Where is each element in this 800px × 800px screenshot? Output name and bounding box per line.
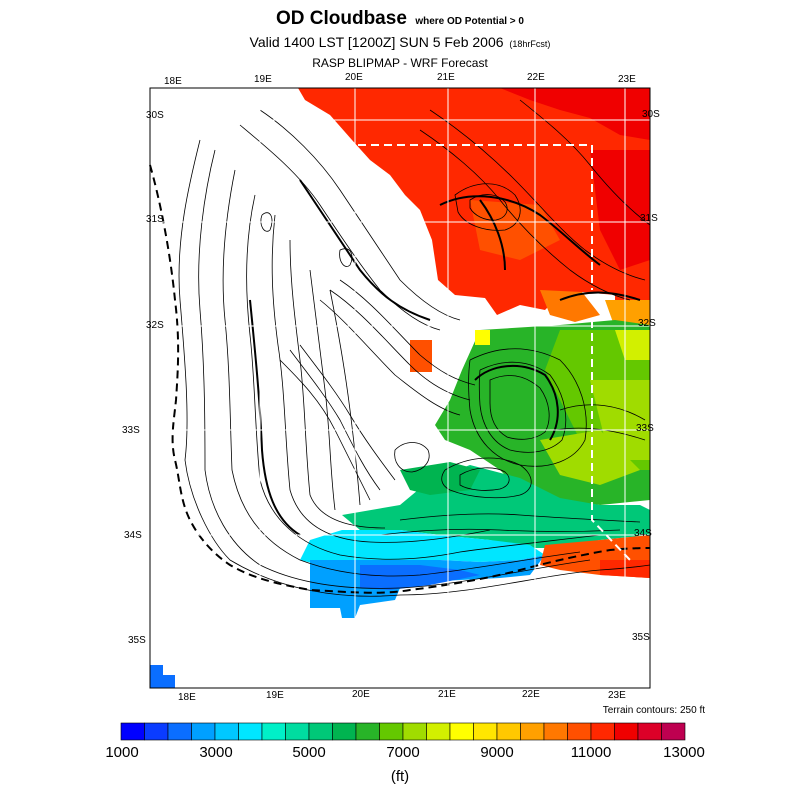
chart-title: OD Cloudbase where OD Potential > 0 xyxy=(0,8,800,30)
cloudbase-corner-patch xyxy=(150,665,175,688)
legend-swatch xyxy=(614,722,639,741)
top-lon-label: 20E xyxy=(345,72,363,83)
legend-swatch xyxy=(473,722,498,741)
legend-swatch xyxy=(449,722,474,741)
legend-swatch xyxy=(637,722,662,741)
bottom-lon-label: 18E xyxy=(178,692,196,703)
valid-time: Valid 1400 LST [1200Z] SUN 5 Feb 2006 (1… xyxy=(0,34,800,50)
coastline xyxy=(149,164,651,594)
legend-swatch xyxy=(144,722,169,741)
legend-label: 5000 xyxy=(292,744,326,761)
color-legend xyxy=(120,722,686,741)
left-lat-label: 30S xyxy=(146,110,164,121)
map-frame xyxy=(149,87,651,689)
legend-unit: (ft) xyxy=(390,768,410,785)
legend-swatch xyxy=(590,722,615,741)
top-lon-label: 23E xyxy=(618,74,636,85)
legend-swatch xyxy=(355,722,380,741)
bottom-lon-label: 23E xyxy=(608,690,626,701)
title-qualifier: where OD Potential > 0 xyxy=(415,16,524,27)
province-boundary xyxy=(358,144,593,290)
legend-label: 9000 xyxy=(480,744,514,761)
legend-swatch xyxy=(496,722,521,741)
bottom-lon-label: 21E xyxy=(438,689,456,700)
left-lat-label: 33S xyxy=(122,425,140,436)
legend-swatch xyxy=(520,722,545,741)
left-lat-label: 34S xyxy=(124,530,142,541)
bottom-lon-label: 22E xyxy=(522,689,540,700)
legend-swatch xyxy=(543,722,568,741)
title-main: OD Cloudbase xyxy=(275,8,407,29)
top-lon-label: 21E xyxy=(437,72,455,83)
legend-swatch xyxy=(120,722,145,741)
legend-label: 13000 xyxy=(663,744,705,761)
right-lat-label: 35S xyxy=(632,632,650,643)
legend-label: 3000 xyxy=(199,744,233,761)
legend-label: 11000 xyxy=(570,744,612,761)
left-lat-label: 31S xyxy=(146,214,164,225)
province-boundary-south xyxy=(591,320,631,561)
right-lat-label: 32S xyxy=(638,318,656,329)
legend-swatch xyxy=(567,722,592,741)
right-lat-label: 33S xyxy=(636,423,654,434)
cloudbase-cyan-region xyxy=(300,462,650,565)
bottom-lon-label: 19E xyxy=(266,690,284,701)
valid-time-text: Valid 1400 LST [1200Z] SUN 5 Feb 2006 xyxy=(249,34,504,50)
legend-label: 1000 xyxy=(105,744,139,761)
legend-swatch xyxy=(661,722,686,741)
terrain-contour-note: Terrain contours: 250 ft xyxy=(602,705,705,716)
graticule xyxy=(150,88,650,688)
source-label: RASP BLIPMAP - WRF Forecast xyxy=(312,56,488,70)
top-lon-label: 19E xyxy=(254,74,272,85)
legend-swatch xyxy=(426,722,451,741)
legend-swatch xyxy=(285,722,310,741)
cloudbase-red-region xyxy=(298,88,650,372)
legend-swatch xyxy=(167,722,192,741)
left-lat-label: 32S xyxy=(146,320,164,331)
forecast-hours: (18hrFcst) xyxy=(509,39,551,49)
right-lat-label: 31S xyxy=(640,213,658,224)
right-lat-label: 34S xyxy=(634,528,652,539)
left-lat-label: 35S xyxy=(128,635,146,646)
bottom-lon-label: 20E xyxy=(352,689,370,700)
legend-swatch xyxy=(379,722,404,741)
top-lon-label: 22E xyxy=(527,72,545,83)
major-contours xyxy=(249,179,641,536)
legend-swatch xyxy=(238,722,263,741)
legend-swatch xyxy=(261,722,286,741)
legend-label: 7000 xyxy=(386,744,420,761)
legend-swatch xyxy=(214,722,239,741)
legend-swatch xyxy=(332,722,357,741)
top-lon-label: 18E xyxy=(164,76,182,87)
legend-swatch xyxy=(402,722,427,741)
terrain-contours xyxy=(178,99,651,597)
legend-swatch xyxy=(191,722,216,741)
right-lat-label: 30S xyxy=(642,109,660,120)
legend-swatch xyxy=(308,722,333,741)
